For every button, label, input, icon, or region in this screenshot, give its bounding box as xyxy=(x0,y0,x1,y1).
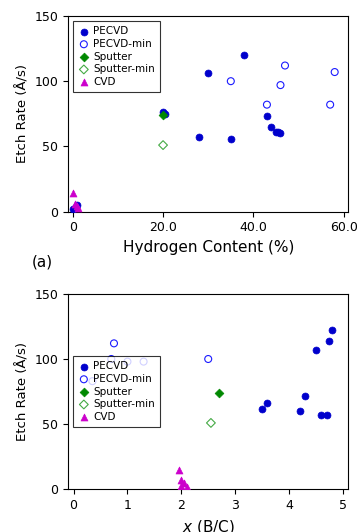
PECVD xyxy=(269,122,274,131)
PECVD xyxy=(70,205,76,213)
Y-axis label: Etch Rate (Å/s): Etch Rate (Å/s) xyxy=(15,64,29,163)
PECVD xyxy=(329,326,335,335)
CVD xyxy=(70,189,76,197)
CVD xyxy=(74,202,80,211)
PECVD xyxy=(265,399,270,408)
PECVD xyxy=(242,51,247,60)
PECVD-min xyxy=(141,358,146,366)
PECVD-min xyxy=(332,68,337,76)
PECVD-min xyxy=(111,339,117,347)
PECVD xyxy=(324,411,330,419)
PECVD xyxy=(278,129,283,138)
PECVD xyxy=(264,112,270,121)
PECVD-min xyxy=(125,358,130,366)
PECVD-min xyxy=(282,61,288,70)
PECVD-min xyxy=(278,81,283,89)
PECVD xyxy=(160,108,166,117)
Y-axis label: Etch Rate (Å/s): Etch Rate (Å/s) xyxy=(15,342,29,441)
PECVD xyxy=(327,336,332,345)
CVD xyxy=(75,203,81,212)
PECVD xyxy=(318,411,324,419)
PECVD xyxy=(162,110,168,118)
X-axis label: $x$ (B/C): $x$ (B/C) xyxy=(182,518,235,532)
Text: (a): (a) xyxy=(32,255,53,270)
PECVD xyxy=(313,346,319,354)
PECVD-min xyxy=(90,377,95,386)
X-axis label: Hydrogen Content (%): Hydrogen Content (%) xyxy=(122,240,294,255)
CVD xyxy=(181,479,187,487)
PECVD xyxy=(259,404,265,413)
Sputter xyxy=(216,389,222,397)
Sputter-min xyxy=(160,141,166,149)
CVD xyxy=(178,476,184,485)
PECVD xyxy=(74,201,80,210)
PECVD-min xyxy=(205,355,211,363)
PECVD-min xyxy=(327,101,333,109)
CVD xyxy=(184,483,190,491)
PECVD-min xyxy=(108,355,114,363)
Sputter-min xyxy=(208,419,214,427)
PECVD-min xyxy=(228,77,234,86)
CVD xyxy=(176,466,182,474)
PECVD xyxy=(228,134,234,143)
PECVD xyxy=(72,203,78,212)
PECVD xyxy=(196,133,202,142)
PECVD xyxy=(302,391,308,400)
PECVD xyxy=(297,407,303,415)
PECVD-min xyxy=(264,101,270,109)
CVD xyxy=(72,200,78,208)
PECVD xyxy=(275,128,281,136)
Legend: PECVD, PECVD-min, Sputter, Sputter-min, CVD: PECVD, PECVD-min, Sputter, Sputter-min, … xyxy=(74,21,160,92)
Sputter xyxy=(160,111,166,119)
Legend: PECVD, PECVD-min, Sputter, Sputter-min, CVD: PECVD, PECVD-min, Sputter, Sputter-min, … xyxy=(74,356,160,427)
PECVD xyxy=(273,128,279,136)
CVD xyxy=(178,481,184,490)
PECVD xyxy=(205,69,211,78)
